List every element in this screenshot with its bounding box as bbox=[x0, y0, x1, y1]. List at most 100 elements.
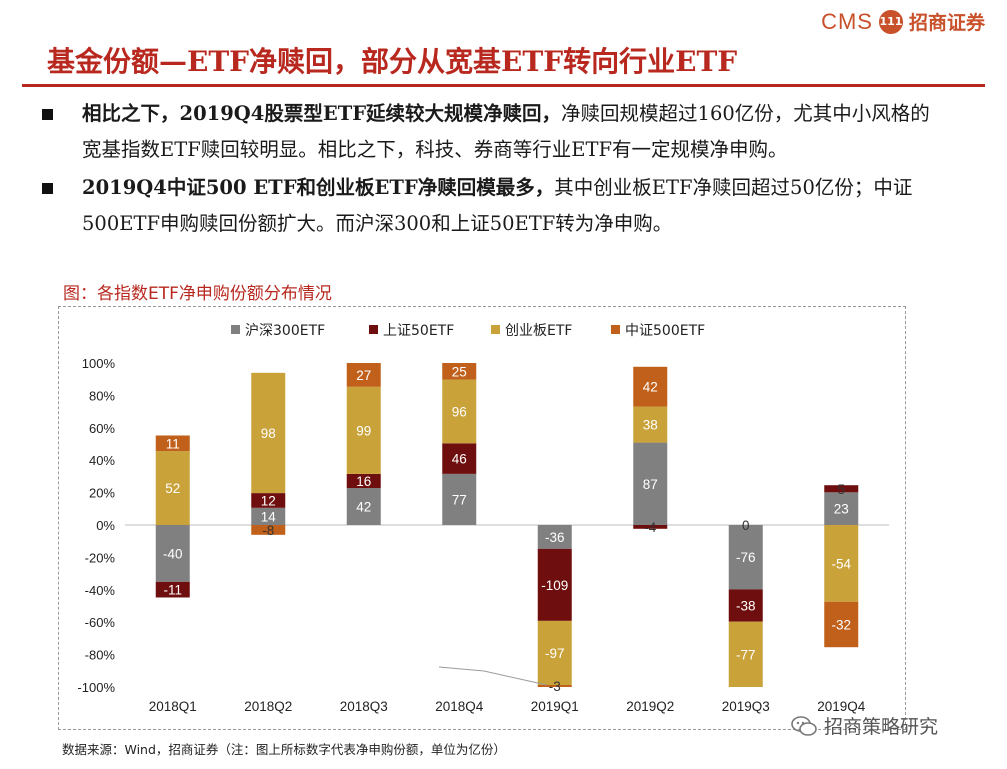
watermark-text: 招商策略研究 bbox=[824, 716, 939, 738]
data-label: 87 bbox=[643, 477, 658, 492]
y-tick-label: 20% bbox=[89, 486, 115, 501]
data-label: 42 bbox=[356, 500, 371, 515]
legend-label: 上证50ETF bbox=[383, 323, 454, 339]
x-tick-label: 2018Q1 bbox=[149, 699, 197, 714]
bar-segment bbox=[633, 406, 668, 443]
data-label: 98 bbox=[261, 426, 276, 441]
bar-segment bbox=[824, 525, 859, 602]
bar-segment bbox=[442, 379, 477, 444]
data-label: 23 bbox=[834, 502, 849, 517]
x-tick-label: 2018Q4 bbox=[435, 699, 484, 714]
data-label: -76 bbox=[736, 550, 756, 565]
data-label: -11 bbox=[163, 583, 182, 598]
data-label: 77 bbox=[452, 492, 467, 507]
x-tick-label: 2018Q3 bbox=[340, 699, 388, 714]
bullet-list: 相比之下，2019Q4股票型ETF延续较大规模净赎回，净赎回规模超过160亿份，… bbox=[40, 96, 945, 244]
bar-segment bbox=[346, 386, 381, 474]
logo-cms-text: CMS bbox=[821, 8, 873, 34]
legend-label: 沪深300ETF bbox=[245, 323, 325, 339]
data-label: 12 bbox=[261, 493, 276, 508]
data-label: -8 bbox=[262, 523, 274, 538]
bullet-item: 相比之下，2019Q4股票型ETF延续较大规模净赎回，净赎回规模超过160亿份，… bbox=[40, 96, 945, 168]
bar-segment bbox=[251, 372, 286, 494]
bullet-square-icon bbox=[42, 183, 53, 194]
data-label: 38 bbox=[643, 418, 658, 433]
x-tick-label: 2019Q2 bbox=[626, 699, 674, 714]
logo-cn-text: 招商证券 bbox=[908, 12, 985, 34]
data-label: 11 bbox=[166, 436, 180, 451]
bar-segment bbox=[346, 473, 381, 489]
bullet-bold-text: 2019Q4中证500 ETF和创业板ETF净赎回模最多， bbox=[82, 176, 555, 199]
data-label: -109 bbox=[541, 578, 568, 593]
bar-segment bbox=[155, 581, 190, 598]
bar-segment bbox=[824, 492, 859, 525]
title-divider bbox=[22, 84, 985, 87]
watermark: 招商策略研究 bbox=[790, 712, 938, 739]
x-tick-label: 2019Q1 bbox=[531, 699, 579, 714]
data-label: 0 bbox=[742, 518, 750, 533]
bar-segment bbox=[251, 507, 286, 525]
bullet-item: 2019Q4中证500 ETF和创业板ETF净赎回模最多，其中创业板ETF净赎回… bbox=[40, 170, 945, 242]
bar-segment bbox=[442, 443, 477, 474]
bar-segment bbox=[728, 525, 763, 590]
data-label: -77 bbox=[736, 647, 756, 662]
data-label: 5 bbox=[837, 482, 845, 497]
x-tick-label: 2019Q4 bbox=[817, 699, 866, 714]
page-title: 基金份额—ETF净赎回，部分从宽基ETF转向行业ETF bbox=[47, 45, 738, 78]
y-tick-label: -100% bbox=[77, 680, 115, 695]
bar-segment bbox=[346, 363, 381, 387]
bar-segment bbox=[728, 621, 763, 687]
x-tick-label: 2019Q3 bbox=[722, 699, 770, 714]
bar-segment bbox=[728, 589, 763, 622]
bar-segment bbox=[537, 620, 572, 686]
logo-mark-icon: 111 bbox=[878, 9, 903, 34]
data-label: 46 bbox=[452, 452, 467, 467]
y-tick-label: 100% bbox=[82, 356, 116, 371]
data-label: -54 bbox=[831, 556, 851, 571]
chart-container: -100% -80% -60% -40% -20% 0% 20% 40% 60% 80% 100% -… bbox=[58, 306, 906, 730]
bar-segment bbox=[155, 435, 190, 452]
data-label: -36 bbox=[545, 530, 565, 545]
bar-segment bbox=[824, 485, 859, 493]
bar-segment bbox=[155, 451, 190, 525]
legend-swatch bbox=[231, 325, 240, 334]
bar-segment bbox=[442, 363, 477, 380]
y-tick-label: -40% bbox=[85, 583, 116, 598]
bar-segment bbox=[346, 488, 381, 525]
stacked-bar-chart: -100% -80% -60% -40% -20% 0% 20% 40% 60% 80% 100% -… bbox=[77, 323, 889, 714]
data-label: 25 bbox=[452, 364, 467, 379]
bar-segment bbox=[537, 685, 572, 687]
data-label: 14 bbox=[261, 509, 277, 524]
brand-logo: CMS 111 招商证券 bbox=[821, 8, 985, 35]
legend-swatch bbox=[491, 325, 500, 334]
y-tick-label: 60% bbox=[89, 421, 115, 436]
data-label: 16 bbox=[356, 474, 371, 489]
figure-caption: 图：各指数ETF净申购份额分布情况 bbox=[63, 284, 332, 304]
y-tick-label: 0% bbox=[96, 518, 115, 533]
data-label: -40 bbox=[163, 546, 183, 561]
x-tick-label: 2018Q2 bbox=[244, 699, 292, 714]
wechat-icon bbox=[791, 715, 817, 736]
data-label: -32 bbox=[831, 617, 851, 632]
bar-segment bbox=[824, 601, 859, 648]
bar-segment bbox=[251, 493, 286, 508]
legend-swatch bbox=[611, 325, 620, 334]
y-tick-label: 40% bbox=[89, 453, 115, 468]
bullet-square-icon bbox=[42, 109, 53, 120]
data-label: 52 bbox=[165, 481, 180, 496]
data-label: 99 bbox=[356, 423, 371, 438]
bar-segment bbox=[442, 473, 477, 525]
bullet-text: 净赎回规模超过160亿份，尤其中小风格的宽基指数ETF赎回较明显。相比之下，科技… bbox=[82, 102, 930, 161]
bar-segment bbox=[537, 548, 572, 621]
bar-segment bbox=[633, 442, 668, 525]
legend-label: 中证500ETF bbox=[625, 323, 705, 339]
data-label: 27 bbox=[356, 368, 371, 383]
bar-segment bbox=[633, 366, 668, 407]
source-note: 数据来源：Wind，招商证券（注：图上所标数字代表净申购份额，单位为亿份） bbox=[62, 742, 506, 757]
y-tick-label: -60% bbox=[85, 615, 116, 630]
data-label: 96 bbox=[452, 404, 467, 419]
bar-segment bbox=[155, 525, 190, 582]
y-tick-label: 80% bbox=[89, 388, 115, 403]
data-label: -97 bbox=[545, 646, 565, 661]
bullet-bold-text: 相比之下，2019Q4股票型ETF延续较大规模净赎回， bbox=[82, 102, 562, 125]
